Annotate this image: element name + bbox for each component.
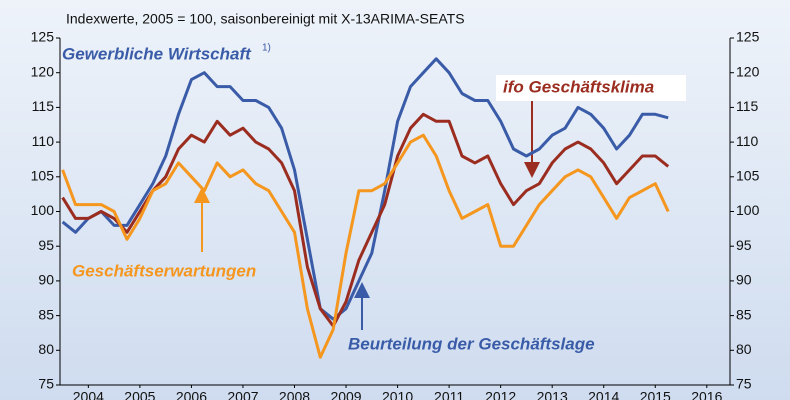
y2-tick-label: 120 [736, 63, 760, 79]
y-tick-label: 105 [31, 168, 55, 184]
series-label: Geschäftserwartungen [72, 261, 256, 280]
x-tick-label: 2009 [330, 389, 361, 400]
y-tick-label: 80 [38, 341, 54, 357]
y2-tick-label: 90 [736, 272, 752, 288]
x-tick-label: 2004 [73, 389, 104, 400]
y2-tick-label: 100 [736, 202, 760, 218]
x-tick-label: 2006 [176, 389, 207, 400]
x-tick-label: 2005 [124, 389, 155, 400]
y-tick-label: 90 [38, 272, 54, 288]
series-label: ifo Geschäftsklima [503, 77, 654, 96]
y-tick-label: 120 [31, 63, 55, 79]
x-tick-label: 2011 [434, 389, 464, 400]
chart-title: Indexwerte, 2005 = 100, saisonbereinigt … [66, 11, 465, 27]
y-tick-label: 85 [38, 306, 54, 322]
x-tick-label: 2014 [588, 389, 619, 400]
y2-tick-label: 85 [736, 306, 752, 322]
y2-tick-label: 75 [736, 376, 752, 392]
y2-tick-label: 125 [736, 29, 760, 45]
y2-tick-label: 95 [736, 237, 752, 253]
series-label: Beurteilung der Geschäftslage [348, 334, 595, 353]
footnote-mark: 1) [262, 43, 271, 54]
y-tick-label: 100 [31, 202, 55, 218]
y2-tick-label: 105 [736, 168, 760, 184]
y-tick-label: 125 [31, 29, 55, 45]
x-tick-label: 2012 [485, 389, 516, 400]
series-line [61, 57, 669, 321]
x-tick-label: 2013 [537, 389, 568, 400]
series-line [61, 112, 670, 328]
series-line [61, 133, 670, 359]
x-tick-label: 2015 [640, 389, 671, 400]
label-box [496, 75, 686, 101]
x-tick-label: 2008 [279, 389, 310, 400]
y-tick-label: 95 [38, 237, 54, 253]
y2-tick-label: 115 [736, 98, 759, 114]
y2-tick-label: 110 [736, 133, 759, 149]
y-tick-label: 115 [32, 98, 55, 114]
x-tick-label: 2016 [691, 389, 722, 400]
y-tick-label: 110 [32, 133, 55, 149]
x-tick-label: 2010 [382, 389, 413, 400]
x-tick-label: 2007 [227, 389, 258, 400]
y-tick-label: 75 [38, 376, 54, 392]
sector-label: Gewerbliche Wirtschaft [62, 44, 252, 63]
y2-tick-label: 80 [736, 341, 752, 357]
